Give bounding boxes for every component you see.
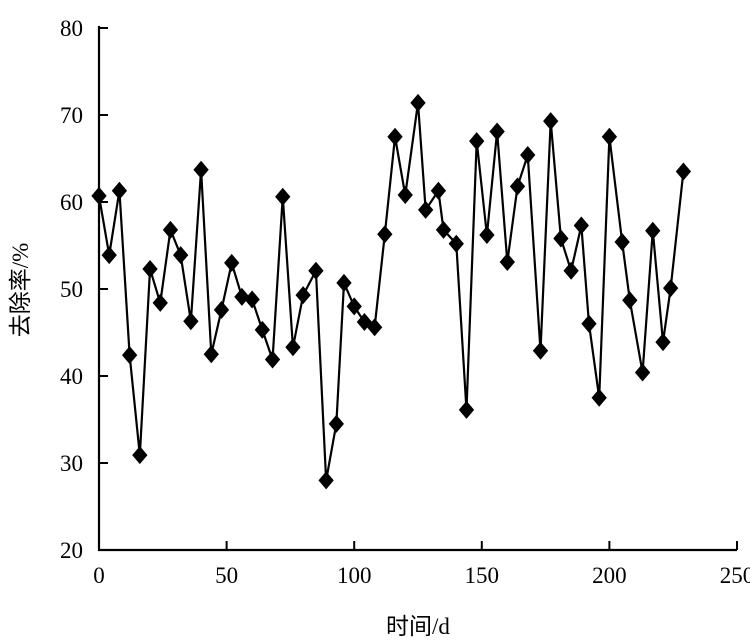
data-point-marker (234, 287, 250, 306)
data-point-marker (489, 122, 505, 141)
ticks: 20 30 40 50 60 70 80 0 50 100 150 200 250 (60, 16, 750, 588)
x-tick-label: 200 (592, 563, 627, 588)
data-point-marker (479, 226, 495, 245)
data-point-marker (499, 253, 515, 272)
data-point-marker (581, 314, 597, 333)
data-point-marker (328, 414, 344, 433)
data-point-marker (244, 290, 260, 309)
data-point-marker (254, 320, 270, 339)
x-tick-label: 0 (93, 563, 105, 588)
data-point-marker (563, 261, 579, 280)
data-point-marker (308, 261, 324, 280)
data-point-marker (469, 132, 485, 151)
data-point-marker (634, 363, 651, 382)
data-point-marker (645, 221, 661, 240)
data-point-marker (410, 93, 426, 112)
data-point-marker (183, 312, 199, 331)
data-point-marker (435, 220, 452, 239)
data-point-marker (318, 471, 334, 490)
data-point-marker (509, 177, 526, 196)
data-point-marker (532, 341, 549, 360)
data-point-marker (224, 253, 240, 272)
data-point-marker (675, 162, 692, 181)
data-point-marker (295, 286, 311, 305)
data-point-marker (458, 400, 475, 419)
data-point-marker (591, 388, 607, 407)
data-point-marker (132, 446, 148, 465)
y-axis-label: 去除率/% (8, 243, 33, 338)
data-point-marker (573, 216, 589, 235)
data-point-marker (614, 233, 630, 252)
data-point-marker (346, 297, 362, 316)
data-point-marker (622, 291, 638, 310)
data-point-marker (203, 345, 219, 364)
x-tick-label: 50 (215, 563, 238, 588)
y-tick-label: 40 (60, 364, 83, 389)
data-point-marker (264, 350, 281, 369)
data-point-marker (193, 160, 209, 179)
data-point-marker (285, 338, 301, 357)
data-point-marker (366, 318, 383, 337)
data-point-marker (655, 333, 671, 352)
data-point-marker (336, 273, 352, 292)
data-point-marker (111, 181, 128, 200)
data-point-marker (121, 346, 138, 365)
data-point-marker (101, 246, 117, 265)
y-tick-label: 70 (60, 103, 83, 128)
series-markers (91, 93, 692, 490)
y-tick-label: 50 (60, 277, 83, 302)
data-point-marker (162, 220, 179, 239)
data-point-marker (397, 186, 413, 205)
data-point-marker (275, 187, 291, 206)
data-point-marker (553, 229, 569, 248)
y-tick-label: 80 (60, 16, 83, 41)
data-point-marker (142, 259, 158, 278)
series-line (97, 102, 685, 481)
data-point-marker (520, 146, 536, 165)
y-tick-label: 60 (60, 190, 83, 215)
data-point-marker (418, 200, 434, 219)
data-point-marker (601, 127, 618, 146)
data-point-marker (543, 112, 559, 131)
data-point-marker (173, 246, 189, 265)
data-point-marker (91, 186, 107, 205)
data-point-marker (213, 300, 230, 319)
x-tick-label: 150 (465, 563, 500, 588)
data-point-marker (387, 127, 403, 146)
data-point-marker (448, 234, 464, 253)
data-point-marker (430, 181, 447, 200)
data-point-marker (377, 225, 393, 244)
data-point-marker (152, 293, 168, 312)
x-tick-label: 250 (720, 563, 750, 588)
x-tick-label: 100 (337, 563, 372, 588)
x-axis-label: 时间/d (386, 614, 450, 639)
y-tick-label: 30 (60, 451, 83, 476)
y-tick-label: 20 (60, 538, 83, 563)
data-point-marker (662, 279, 679, 298)
